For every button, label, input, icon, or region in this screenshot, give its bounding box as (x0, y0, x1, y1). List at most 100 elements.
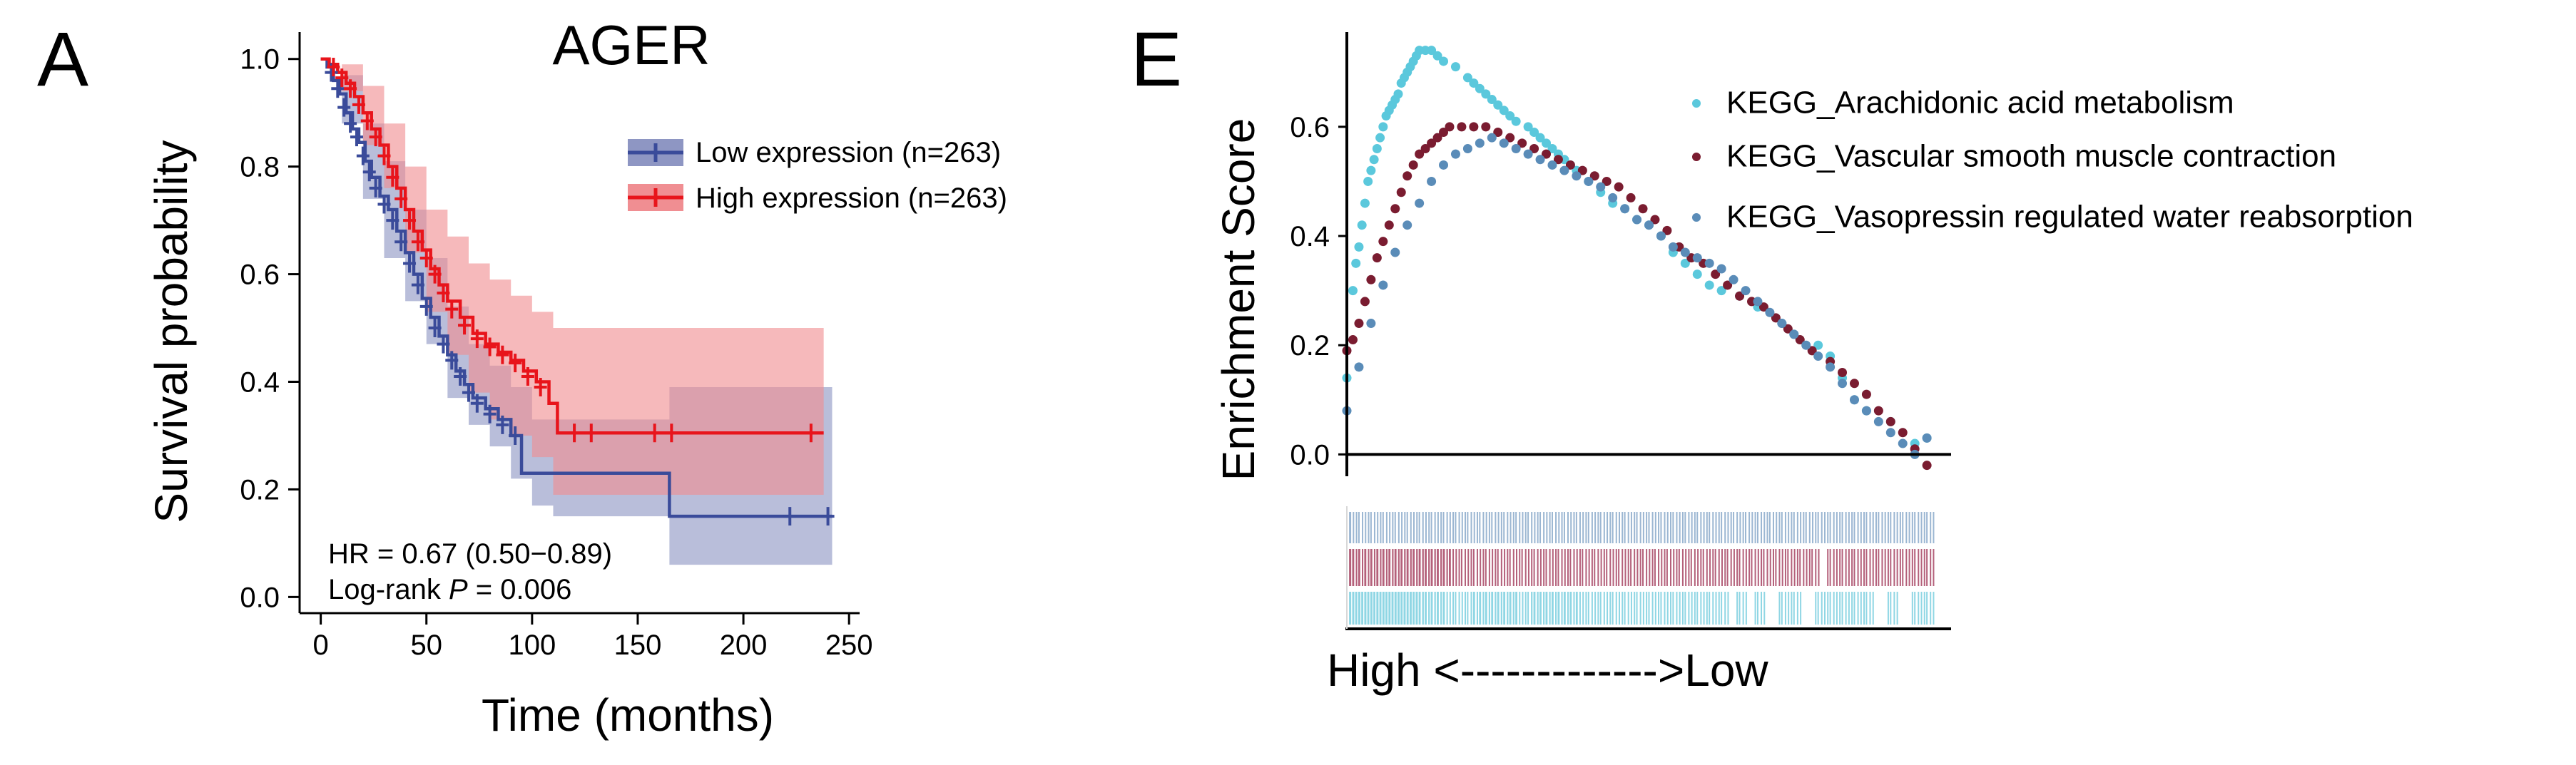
gsea-y-tick-label-2: 0.4 (1290, 221, 1330, 252)
km-censor-1-26 (804, 423, 818, 443)
km-x-axis-label: Time (months) (482, 689, 774, 741)
gsea-legend-entry-3: KEGG_Vasopressin regulated water reabsor… (1692, 200, 2413, 235)
legend-entry-high: High expression (n=263) (628, 183, 1007, 214)
panel-a-label: A (37, 16, 88, 102)
km-censor-1-3 (352, 95, 365, 114)
gsea-point-2-5 (1402, 220, 1412, 230)
km-censor-0-15 (437, 334, 450, 354)
gsea-point-0-8 (1369, 155, 1379, 165)
legend-label-high: High expression (n=263) (696, 183, 1007, 214)
gsea-point-2-45 (1885, 428, 1895, 438)
gsea-point-2-15 (1523, 149, 1533, 159)
km-x-tick-label-4: 200 (720, 630, 768, 661)
gsea-point-1-25 (1542, 149, 1552, 159)
gsea-point-0-9 (1372, 143, 1382, 153)
km-censor-1-17 (483, 337, 497, 356)
km-censor-0-17 (454, 366, 467, 386)
legend-label-low: Low expression (n=263) (696, 137, 1001, 168)
km-x-tick-label-2: 100 (508, 630, 556, 661)
km-censor-0-14 (428, 319, 442, 338)
km-censor-1-8 (394, 189, 408, 208)
km-censor-1-10 (411, 232, 424, 252)
gsea-point-2-35 (1765, 307, 1775, 317)
km-chart: 0 50 100 150 200 250 0.0 0.2 0.4 0.6 0.8 1.0 AGER T… (146, 14, 1007, 741)
gsea-point-0-39 (1529, 128, 1539, 138)
km-y-tick-label-0: 0.0 (240, 582, 280, 613)
km-censor-1-0 (327, 58, 340, 77)
gsea-point-0-38 (1523, 122, 1533, 132)
km-censor-0-8 (377, 195, 391, 214)
gsea-point-2-44 (1873, 416, 1883, 426)
gsea-point-2-11 (1475, 138, 1485, 148)
gsea-point-1-41 (1735, 291, 1745, 301)
gsea-point-1-9 (1396, 188, 1406, 197)
km-censor-1-16 (470, 329, 484, 349)
gsea-point-1-40 (1723, 280, 1733, 290)
gsea-point-1-28 (1577, 165, 1587, 175)
gsea-point-0-25 (1427, 46, 1437, 56)
km-censor-1-6 (377, 146, 391, 165)
gsea-point-0-11 (1378, 122, 1388, 132)
km-censor-1-23 (584, 423, 598, 443)
gsea-point-2-33 (1741, 286, 1751, 296)
gsea-point-0-63 (1813, 340, 1823, 350)
gsea-y-tick-label-0: 0.0 (1290, 439, 1330, 471)
gsea-point-1-4 (1366, 274, 1376, 284)
km-censor-1-1 (335, 68, 349, 88)
gsea-point-2-39 (1813, 351, 1823, 361)
km-ci-band-1 (320, 58, 824, 495)
gsea-point-0-35 (1499, 106, 1509, 115)
gsea-point-1-1 (1348, 335, 1358, 345)
gsea-point-2-36 (1777, 319, 1787, 329)
km-censor-0-2 (337, 98, 351, 117)
km-x-tick-label-3: 150 (614, 630, 662, 661)
gsea-y-tick-label-3: 0.6 (1290, 112, 1330, 143)
gsea-point-0-4 (1357, 220, 1367, 230)
gsea-point-2-32 (1729, 274, 1738, 284)
gsea-y-tick-label-1: 0.2 (1290, 330, 1330, 361)
logrank-prefix: Log-rank (328, 574, 449, 605)
panel-e-label: E (1131, 16, 1182, 102)
gsea-point-1-14 (1427, 138, 1437, 148)
gsea-point-1-46 (1795, 335, 1805, 345)
km-legend: Low expression (n=263) High expression (… (628, 137, 1007, 214)
gsea-point-1-39 (1711, 269, 1721, 279)
gsea-point-1-19 (1469, 122, 1479, 132)
gsea-x-axis-label: High <------------->Low (1327, 645, 1768, 696)
km-censor-0-24 (821, 507, 835, 526)
gsea-point-1-13 (1420, 143, 1430, 153)
gsea-point-0-36 (1505, 111, 1515, 121)
gsea-point-1-35 (1662, 225, 1672, 235)
logrank-value: = 0.006 (468, 574, 572, 605)
gsea-point-2-46 (1898, 438, 1908, 448)
gsea-point-1-51 (1861, 389, 1871, 399)
gsea-point-2-3 (1378, 280, 1388, 290)
gsea-point-2-1 (1354, 362, 1364, 372)
gsea-point-2-22 (1608, 192, 1618, 202)
gsea-point-0-33 (1487, 95, 1497, 105)
gsea-point-0-29 (1462, 73, 1472, 83)
gsea-hit-bars (1349, 512, 1935, 625)
gsea-axes: 0.0 0.2 0.4 0.6 (1290, 32, 1951, 630)
km-censor-1-9 (403, 211, 417, 230)
gsea-point-0-30 (1469, 78, 1479, 88)
gsea-point-0-58 (1716, 286, 1726, 296)
km-censor-0-23 (783, 507, 797, 526)
gsea-point-2-23 (1620, 204, 1630, 214)
gsea-y-axis-label: Enrichment Score (1213, 118, 1264, 481)
km-y-tick-label-3: 0.6 (240, 260, 280, 291)
gsea-point-1-6 (1378, 237, 1388, 247)
gsea-point-2-4 (1390, 247, 1400, 257)
gsea-point-2-14 (1511, 143, 1521, 153)
gsea-point-0-31 (1475, 83, 1485, 93)
gsea-point-2-34 (1753, 297, 1763, 307)
gsea-point-1-44 (1771, 313, 1781, 323)
km-y-axis-label: Survival probability (146, 140, 197, 523)
km-censor-1-22 (568, 423, 581, 443)
gsea-point-2-13 (1499, 138, 1509, 148)
gsea-point-2-30 (1704, 258, 1714, 268)
km-censor-0-9 (386, 211, 399, 230)
gsea-point-1-5 (1372, 253, 1382, 263)
gsea-point-1-33 (1638, 204, 1648, 214)
gsea-legend-entry-2: KEGG_Vascular smooth muscle contraction (1692, 139, 2336, 174)
